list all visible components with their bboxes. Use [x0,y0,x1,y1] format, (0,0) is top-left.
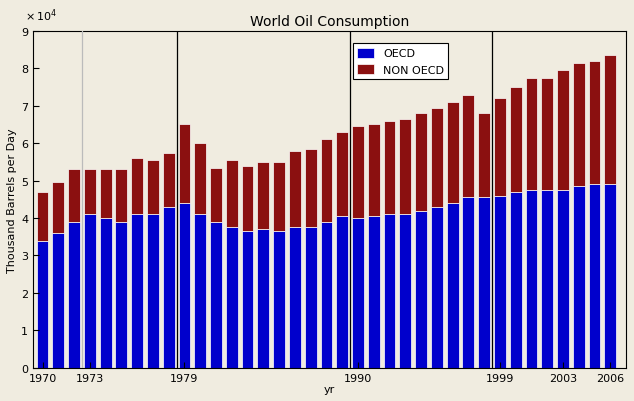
Bar [37,241,48,368]
Bar [257,230,269,368]
Bar [53,183,64,233]
Bar [210,168,222,222]
Bar [226,228,238,368]
Bar [115,170,127,222]
Bar [321,140,332,222]
Bar [100,219,112,368]
Bar [195,215,206,368]
Bar [242,166,254,232]
Bar [37,192,48,241]
Bar [131,215,143,368]
Bar [273,232,285,368]
Legend: OECD, NON OECD: OECD, NON OECD [353,44,448,80]
Bar [163,207,174,368]
Bar [447,204,458,368]
Bar [352,219,364,368]
Bar [573,63,585,187]
Bar [321,222,332,368]
Bar [147,161,159,215]
Bar [226,161,238,228]
Bar [447,103,458,204]
Bar [53,233,64,368]
Bar [163,153,174,207]
Bar [336,217,348,368]
Bar [384,122,396,215]
Bar [305,150,316,228]
Bar [399,215,411,368]
Bar [510,192,522,368]
Bar [305,228,316,368]
Bar [242,232,254,368]
Y-axis label: Thousand Barrels per Day: Thousand Barrels per Day [7,128,17,272]
Bar [179,204,190,368]
Bar [352,127,364,219]
Bar [494,196,506,368]
Bar [100,170,112,219]
Bar [588,185,600,368]
Bar [84,215,96,368]
Bar [179,125,190,204]
Bar [368,217,380,368]
Bar [131,159,143,215]
X-axis label: yr: yr [324,384,335,394]
Bar [84,170,96,215]
Bar [336,133,348,217]
Bar [526,190,538,368]
Bar [384,215,396,368]
Bar [557,71,569,190]
Bar [462,95,474,198]
Bar [431,108,443,207]
Bar [526,79,538,190]
Bar [541,79,553,190]
Bar [68,170,80,222]
Bar [478,114,490,198]
Bar [289,151,301,228]
Title: World Oil Consumption: World Oil Consumption [250,15,409,29]
Bar [557,190,569,368]
Bar [510,88,522,192]
Bar [478,198,490,368]
Bar [573,187,585,368]
Bar [431,207,443,368]
Text: $\times\,10^4$: $\times\,10^4$ [25,7,56,24]
Bar [399,119,411,215]
Bar [210,222,222,368]
Bar [289,228,301,368]
Bar [115,222,127,368]
Bar [541,190,553,368]
Bar [604,185,616,368]
Bar [195,144,206,215]
Bar [368,125,380,217]
Bar [68,222,80,368]
Bar [257,162,269,230]
Bar [415,211,427,368]
Bar [462,198,474,368]
Bar [588,62,600,185]
Bar [273,162,285,232]
Bar [604,56,616,185]
Bar [147,215,159,368]
Bar [415,114,427,211]
Bar [494,99,506,196]
